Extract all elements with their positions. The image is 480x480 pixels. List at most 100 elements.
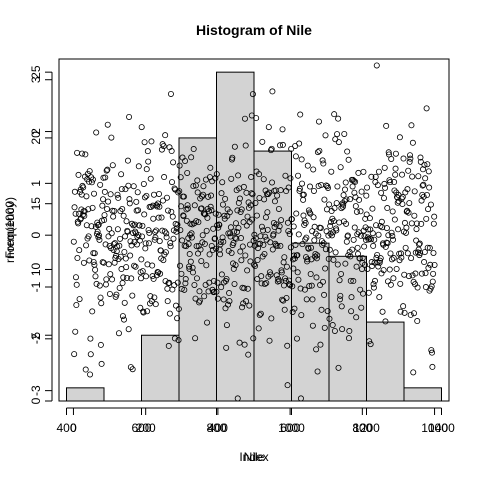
scatter-point xyxy=(143,273,150,280)
scatter-point xyxy=(219,179,226,186)
scatter-point xyxy=(237,248,244,255)
scatter-point xyxy=(261,281,268,288)
scatter-point xyxy=(104,205,111,212)
scatter-point xyxy=(218,284,225,291)
scatter-point xyxy=(311,223,318,230)
scatter-point xyxy=(218,190,225,197)
scatter-point xyxy=(142,240,149,247)
scatter-point xyxy=(136,222,143,229)
scatter-point xyxy=(386,266,393,273)
scatter-point xyxy=(397,308,404,315)
scatter-point xyxy=(401,309,408,316)
scatter-point xyxy=(300,191,307,198)
x-tick-label-histogram: 1400 xyxy=(428,421,455,435)
histogram-bar xyxy=(141,334,180,402)
scatter-point xyxy=(231,280,238,287)
scatter-point xyxy=(73,281,80,288)
scatter-point xyxy=(328,168,335,175)
scatter-point xyxy=(344,232,351,239)
scatter-point xyxy=(144,148,151,155)
scatter-point xyxy=(364,184,371,191)
scatter-point xyxy=(213,245,220,252)
scatter-point xyxy=(165,207,172,214)
scatter-point xyxy=(142,245,149,252)
scatter-point xyxy=(365,289,372,296)
scatter-point xyxy=(281,254,288,261)
scatter-point xyxy=(317,224,324,231)
scatter-point xyxy=(345,335,352,342)
x-tick-label-scatter: 200 xyxy=(136,421,156,435)
scatter-point xyxy=(373,62,380,69)
scatter-point xyxy=(204,214,211,221)
y-tick-label-histogram: 15 xyxy=(29,197,43,211)
scatter-point xyxy=(348,294,355,301)
y-tick-label-scatter: 1 xyxy=(29,180,43,187)
scatter-point xyxy=(153,227,160,234)
scatter-point xyxy=(226,290,233,297)
scatter-point xyxy=(382,243,389,250)
scatter-point xyxy=(296,185,303,192)
scatter-point xyxy=(340,201,347,208)
scatter-point xyxy=(358,304,365,311)
scatter-point xyxy=(344,148,351,155)
scatter-point xyxy=(150,191,157,198)
scatter-point xyxy=(162,132,169,139)
scatter-point xyxy=(186,251,193,258)
scatter-point xyxy=(229,154,236,161)
scatter-point xyxy=(269,246,276,253)
scatter-point xyxy=(300,196,307,203)
scatter-point xyxy=(242,252,249,259)
scatter-point xyxy=(191,281,198,288)
scatter-point xyxy=(310,214,317,221)
scatter-point xyxy=(88,179,95,186)
scatter-point xyxy=(104,121,111,128)
scatter-point xyxy=(291,305,298,312)
scatter-point xyxy=(82,366,89,373)
scatter-point xyxy=(419,182,426,189)
scatter-point xyxy=(408,255,415,262)
scatter-point xyxy=(232,262,239,269)
scatter-point xyxy=(129,366,136,373)
scatter-point xyxy=(174,279,181,286)
scatter-point xyxy=(188,230,195,237)
scatter-point xyxy=(332,249,339,256)
scatter-point xyxy=(406,152,413,159)
scatter-point xyxy=(263,279,270,286)
scatter-point xyxy=(337,164,344,171)
scatter-point xyxy=(220,296,227,303)
scatter-point xyxy=(267,271,274,278)
scatter-point xyxy=(97,294,104,301)
scatter-point xyxy=(367,341,374,348)
scatter-point xyxy=(405,209,412,216)
scatter-point xyxy=(140,180,147,187)
scatter-point xyxy=(191,202,198,209)
scatter-point xyxy=(372,173,379,180)
scatter-point xyxy=(96,232,103,239)
scatter-point xyxy=(239,243,246,250)
scatter-point xyxy=(167,243,174,250)
scatter-point xyxy=(334,131,341,138)
scatter-point xyxy=(337,292,344,299)
scatter-point xyxy=(135,232,142,239)
scatter-point xyxy=(132,263,139,270)
scatter-point xyxy=(99,259,106,266)
scatter-point xyxy=(374,182,381,189)
scatter-point xyxy=(369,230,376,237)
scatter-point xyxy=(421,249,428,256)
scatter-point xyxy=(273,272,280,279)
scatter-point xyxy=(160,257,167,264)
scatter-point xyxy=(70,238,77,245)
scatter-point xyxy=(230,240,237,247)
scatter-point xyxy=(193,243,200,250)
scatter-point xyxy=(360,290,367,297)
scatter-point xyxy=(254,257,261,264)
scatter-point xyxy=(204,319,211,326)
scatter-point xyxy=(406,200,413,207)
scatter-point xyxy=(93,280,100,287)
scatter-point xyxy=(306,183,313,190)
scatter-point xyxy=(351,224,358,231)
scatter-point xyxy=(350,236,357,243)
scatter-point xyxy=(184,205,191,212)
scatter-point xyxy=(137,275,144,282)
scatter-point xyxy=(241,285,248,292)
